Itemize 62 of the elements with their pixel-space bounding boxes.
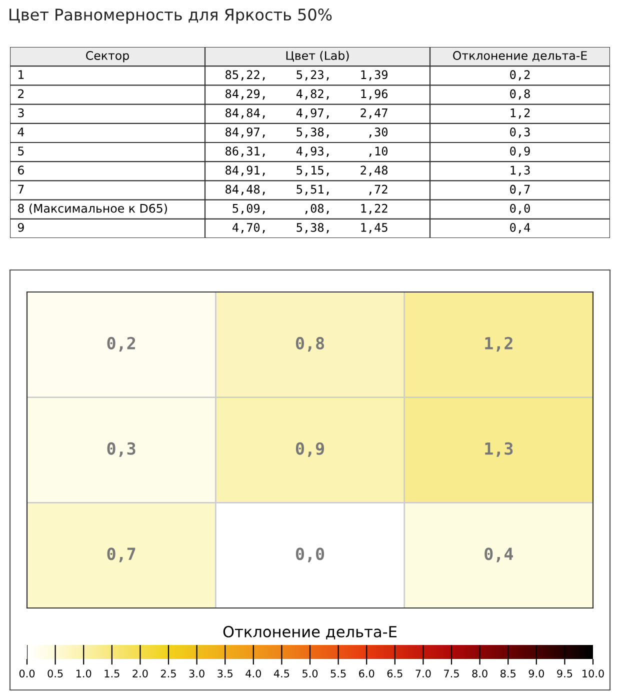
text: 5,09, ,08, 1,22 — [232, 204, 388, 214]
text: 86,31, 4,93, ,10 — [226, 146, 388, 157]
text: 4,70, 5,38, 1,45 — [232, 222, 388, 234]
text: 6 — [18, 166, 24, 175]
color-bar-label: 4.0 — [246, 670, 261, 678]
color-bar-label: 5.0 — [302, 670, 318, 678]
text: Сектор — [86, 51, 129, 62]
text: 1 — [18, 70, 24, 79]
color-bar-label: 6.5 — [387, 670, 402, 678]
color-bar-label: 1.0 — [76, 670, 92, 678]
data-label: 0,9 — [296, 442, 324, 457]
color-bar-label: 10.0 — [582, 670, 604, 678]
text: Отклонение дельта-E — [453, 51, 587, 62]
text: 0,4 — [510, 222, 530, 234]
data-label: 0,4 — [484, 548, 513, 562]
color-bar-label: 5.5 — [330, 670, 346, 678]
text: 84,91, 5,15, 2,48 — [226, 166, 388, 176]
text: 4 — [18, 128, 24, 136]
color-bar-label: 6.0 — [359, 670, 374, 678]
color-bar-label: 3.5 — [218, 670, 232, 678]
text: 0,9 — [510, 146, 530, 157]
data-label: 1,3 — [485, 442, 513, 457]
data-label: 0,8 — [296, 336, 324, 352]
text: 0,2 — [510, 70, 530, 81]
text: 84,29, 4,82, 1,96 — [226, 89, 388, 100]
data-label: 0,7 — [107, 548, 136, 562]
color-bar-label: 8.0 — [472, 670, 488, 678]
text: 0,8 — [510, 89, 530, 100]
data-label: 0,2 — [107, 336, 135, 352]
text: 1,2 — [510, 108, 530, 119]
text: 1,3 — [510, 166, 530, 176]
color-bar-label: 7.0 — [416, 670, 431, 678]
text: 0,3 — [510, 127, 530, 138]
color-bar-label: 1.5 — [104, 670, 120, 678]
text: 8 (Максимальное к D65) — [18, 204, 167, 214]
text: 9 — [18, 222, 24, 232]
text: 7 — [18, 184, 24, 194]
color-bar-label: 9.5 — [557, 670, 572, 678]
text: 0,7 — [510, 184, 530, 196]
color-bar-label: 2.0 — [132, 670, 148, 678]
color-bar-label: 8.5 — [500, 670, 516, 678]
color-bar-label: 4.5 — [274, 670, 290, 678]
color-bar-title: Отклонение дельта-E — [223, 626, 397, 640]
color-bar-label: 0.5 — [48, 670, 63, 678]
color-bar-label: 0.0 — [19, 670, 35, 678]
text: 5 — [18, 146, 24, 156]
color-bar-label: 9.0 — [528, 670, 544, 678]
text: Цвет (Lab) — [286, 50, 349, 62]
color-bar-label: 3.0 — [189, 670, 204, 678]
color-bar-label: 7.5 — [444, 670, 459, 678]
chart-title: Цвет Равномерность для Яркость 50% — [10, 8, 332, 24]
color-bar-label: 2.5 — [160, 670, 176, 678]
text: 84,84, 4,97, 2,47 — [226, 108, 388, 119]
text: 84,97, 5,38, ,30 — [226, 127, 388, 138]
text: 85,22, 5,23, 1,39 — [226, 70, 388, 81]
text: 3 — [18, 108, 24, 118]
data-label: 0,3 — [107, 442, 136, 457]
text: 2 — [18, 89, 24, 98]
data-label: 1,2 — [485, 336, 512, 352]
text: 0,0 — [510, 204, 530, 214]
data-label: 0,0 — [296, 548, 324, 562]
text: 84,48, 5,51, ,72 — [226, 184, 388, 196]
